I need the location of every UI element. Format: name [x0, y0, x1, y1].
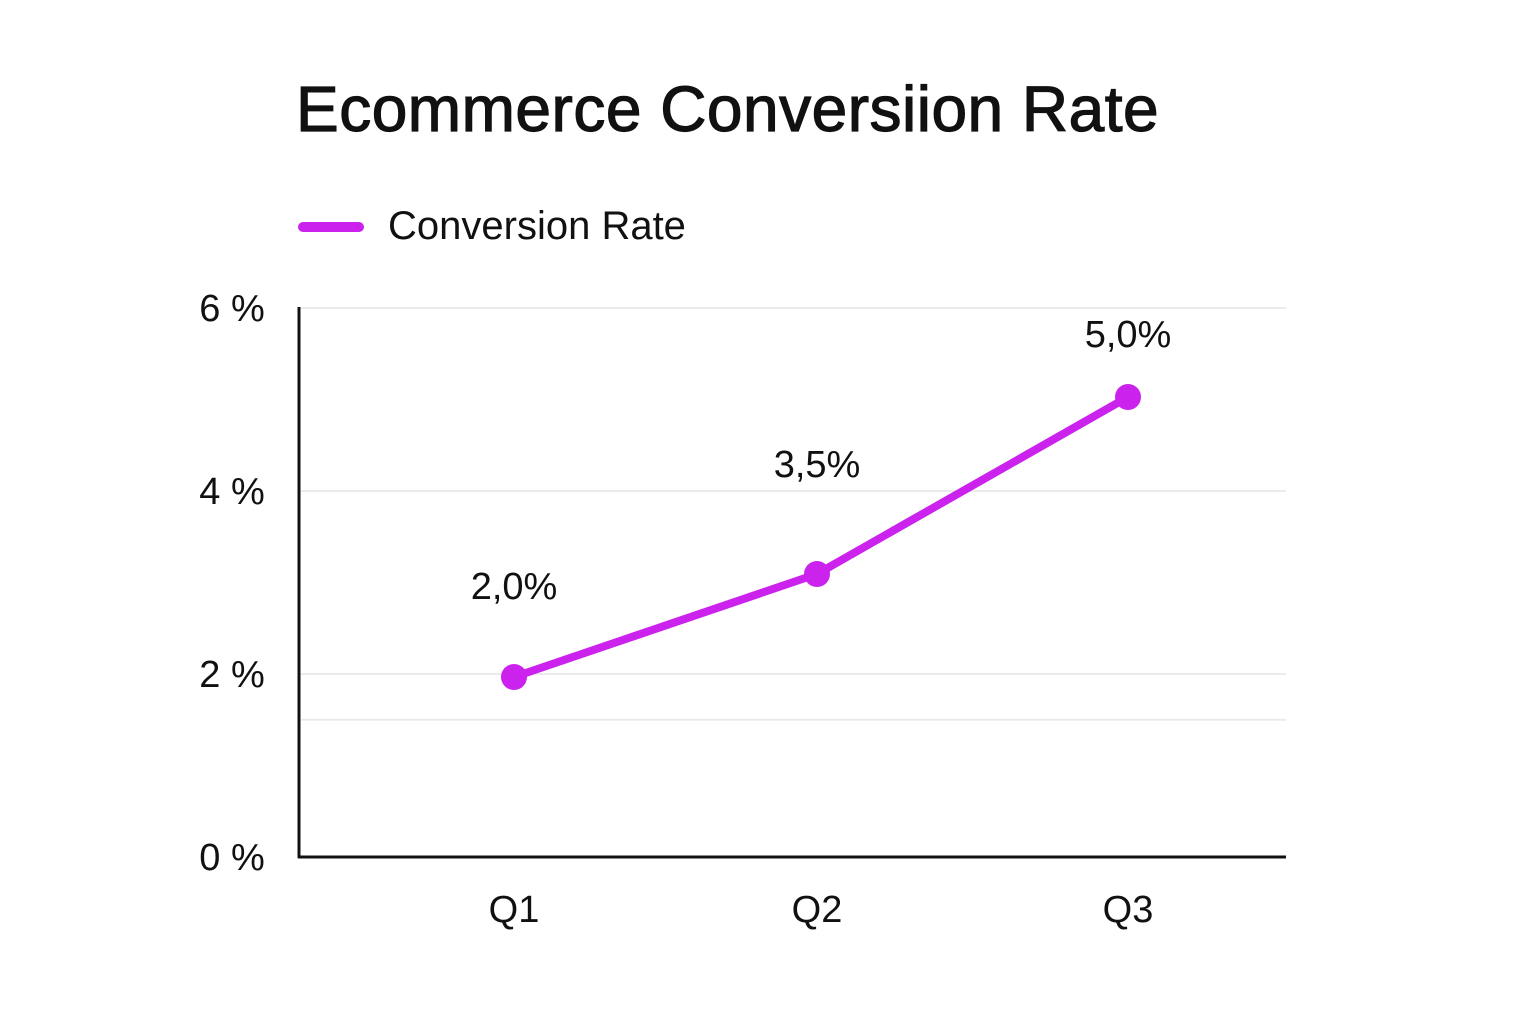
- data-point-q1: [501, 664, 527, 690]
- legend-label: Conversion Rate: [388, 204, 686, 248]
- data-point-q3: [1115, 384, 1141, 410]
- legend-swatch: [298, 221, 364, 232]
- grid-lines: [301, 307, 1286, 721]
- data-label-q2: 3,5%: [774, 444, 861, 486]
- data-point-q2: [804, 561, 830, 587]
- y-tick-labels: 0 % 2 % 4 % 6 %: [199, 288, 264, 879]
- data-label-q1: 2,0%: [471, 566, 558, 608]
- x-tick-labels: Q1 Q2 Q3: [489, 889, 1154, 931]
- y-tick-label-0: 0 %: [199, 837, 264, 879]
- x-tick-label-q1: Q1: [489, 889, 540, 931]
- axes: [297, 307, 1286, 859]
- chart-title: Ecommerce Conversiion Rate: [295, 72, 1160, 145]
- y-tick-label-1: 2 %: [199, 654, 264, 696]
- y-tick-label-3: 6 %: [199, 288, 264, 330]
- x-tick-label-q3: Q3: [1103, 889, 1154, 931]
- data-labels: 2,0% 3,5% 5,0%: [471, 314, 1172, 608]
- series-conversion-rate: [501, 384, 1141, 690]
- data-label-q3: 5,0%: [1085, 314, 1172, 356]
- series-line-conversion-rate: [510, 393, 1132, 681]
- x-tick-label-q2: Q2: [792, 889, 843, 931]
- y-tick-label-2: 4 %: [199, 471, 264, 513]
- legend: Conversion Rate: [298, 204, 686, 249]
